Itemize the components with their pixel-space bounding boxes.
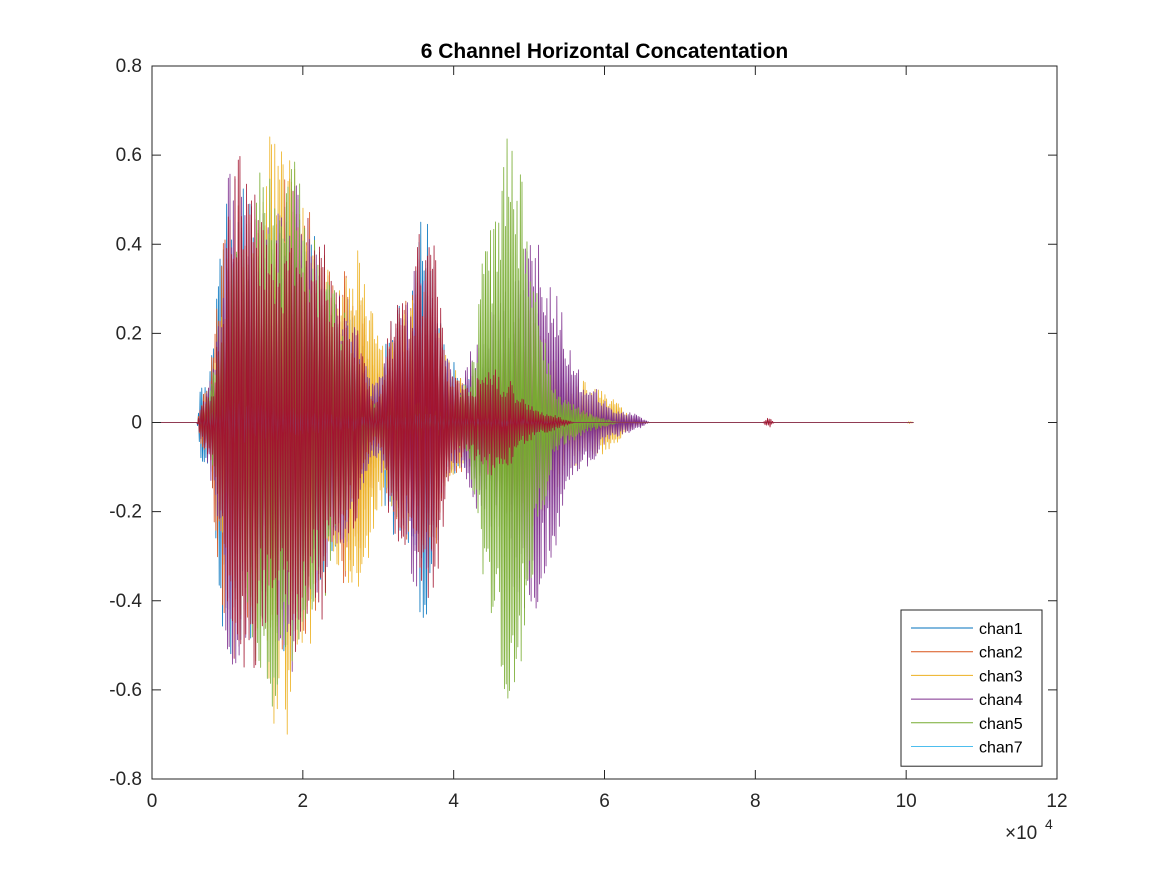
legend-label: chan5 [979,716,1023,733]
legend-label: chan1 [979,621,1023,638]
x-tick-label: 8 [750,791,761,812]
y-tick-label: -0.6 [109,680,142,701]
y-tick-label: 0.8 [116,56,142,77]
x-exponent-power: 4 [1045,816,1053,832]
x-exponent-base: ×10 [1005,823,1037,844]
legend-item-chan2[interactable]: chan2 [911,645,1023,662]
y-tick-label: -0.8 [109,769,142,790]
legend-items: chan1 chan2 chan3 chan4 chan5 chan7 [911,621,1023,757]
x-exponent-label: ×10 4 [1005,816,1053,844]
legend[interactable]: chan1 chan2 chan3 chan4 chan5 chan7 [900,609,1043,767]
x-tick-label: 0 [147,791,158,812]
legend-label: chan7 [979,740,1023,757]
x-tick-label: 6 [599,791,610,812]
legend-label: chan4 [979,692,1023,709]
x-tick-label: 10 [896,791,917,812]
legend-item-chan1[interactable]: chan1 [911,621,1023,638]
legend-label: chan2 [979,645,1023,662]
chart-title: 6 Channel Horizontal Concatentation [421,40,789,63]
y-tick-label: 0.6 [116,145,142,166]
x-tick-label: 2 [298,791,309,812]
ticks-layer: 0 2 4 6 8 10 12 -0.8 -0.6 -0.4 -0.2 0 0.2 0.4 0.6 0.8 [109,56,1067,812]
y-tick-label: -0.2 [109,502,142,523]
y-tick-label: 0 [131,413,142,434]
y-tick-label: 0.4 [116,234,143,255]
x-tick-label: 12 [1046,791,1067,812]
y-tick-label: 0.2 [116,323,142,344]
series-layer [152,136,914,735]
legend-item-chan5[interactable]: chan5 [911,716,1023,733]
legend-label: chan3 [979,668,1023,685]
y-tick-label: -0.4 [109,591,142,612]
legend-box [900,609,1043,767]
series-line-series-7 [152,155,914,668]
legend-item-chan4[interactable]: chan4 [911,692,1023,709]
legend-item-chan7[interactable]: chan7 [911,740,1023,757]
legend-item-chan3[interactable]: chan3 [911,668,1023,685]
x-tick-label: 4 [448,791,459,812]
